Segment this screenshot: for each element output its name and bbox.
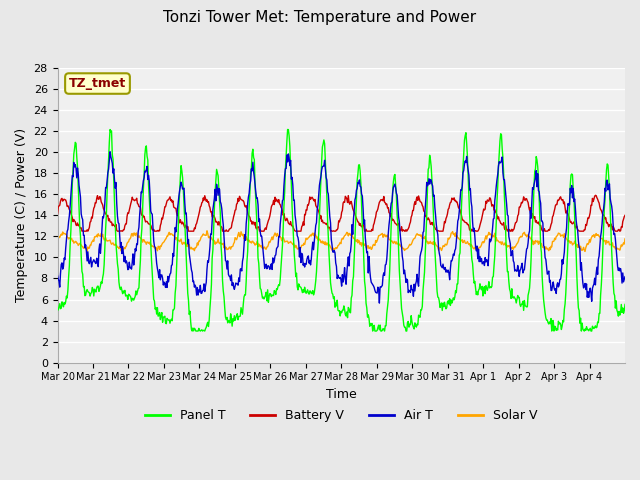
X-axis label: Time: Time (326, 388, 356, 401)
Text: Tonzi Tower Met: Temperature and Power: Tonzi Tower Met: Temperature and Power (163, 10, 477, 24)
Y-axis label: Temperature (C) / Power (V): Temperature (C) / Power (V) (15, 128, 28, 302)
Legend: Panel T, Battery V, Air T, Solar V: Panel T, Battery V, Air T, Solar V (140, 404, 543, 427)
Text: TZ_tmet: TZ_tmet (69, 77, 126, 90)
